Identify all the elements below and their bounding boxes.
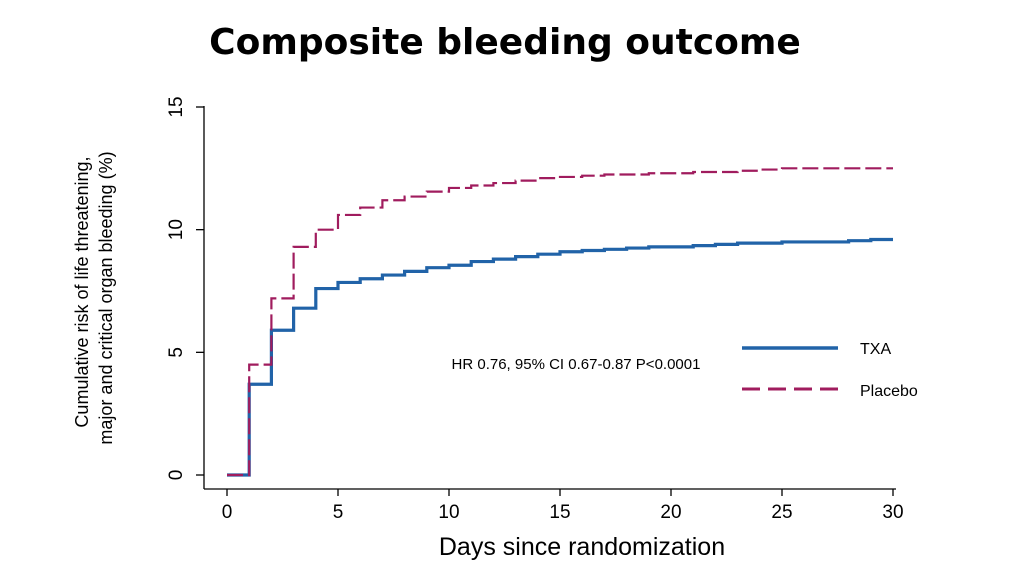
x-axis-title: Days since randomization xyxy=(439,533,725,561)
y-tick-label-5: 5 xyxy=(166,347,187,358)
x-tick-label-0: 0 xyxy=(222,502,233,523)
y-axis-title-line2: major and critical organ bleeding (%) xyxy=(96,151,116,444)
slide-title: Composite bleeding outcome xyxy=(209,22,801,63)
x-tick-label-10: 10 xyxy=(438,502,459,523)
x-tick-label-25: 25 xyxy=(771,502,792,523)
series-txa-line xyxy=(227,237,893,477)
x-tick-label-30: 30 xyxy=(882,502,903,523)
x-tick-label-5: 5 xyxy=(333,502,344,523)
y-axis-title-line1: Cumulative risk of life threatening, xyxy=(72,156,92,427)
y-tick-label-15: 15 xyxy=(166,96,187,117)
x-tick-label-20: 20 xyxy=(660,502,681,523)
legend-placebo-label: Placebo xyxy=(860,383,918,400)
x-tick-label-15: 15 xyxy=(549,502,570,523)
series-placebo-line xyxy=(227,167,893,477)
hazard-ratio-annotation: HR 0.76, 95% CI 0.67-0.87 P<0.0001 xyxy=(452,356,701,373)
y-tick-label-10: 10 xyxy=(166,219,187,240)
legend-txa-label: TXA xyxy=(860,341,891,358)
legend: TXA Placebo xyxy=(742,341,918,400)
y-tick-label-0: 0 xyxy=(166,470,187,481)
